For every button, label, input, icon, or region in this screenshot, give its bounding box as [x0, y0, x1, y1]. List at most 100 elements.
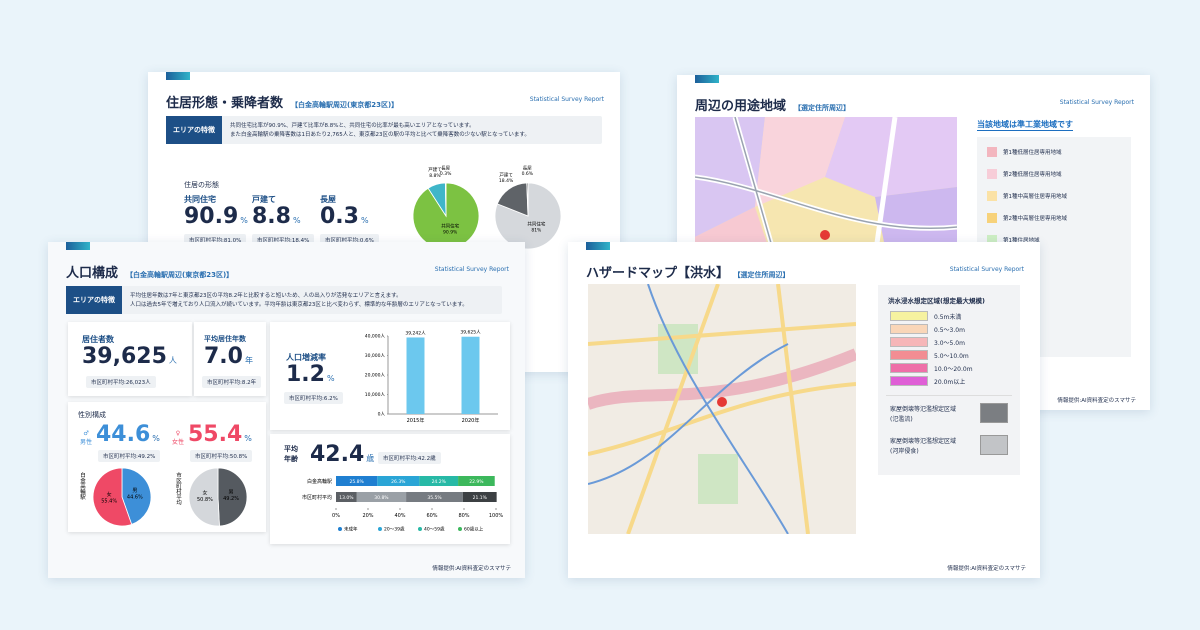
x-tick-label: 2015年 — [407, 417, 425, 424]
feature-text: 共同住宅比率が90.9%、戸建て比率が8.8%と、共同住宅の比率が最も高いエリア… — [230, 122, 530, 140]
unit: % — [326, 374, 335, 383]
slice-value: 90.9% — [443, 229, 458, 235]
stat-label: 共同住宅 — [184, 195, 216, 204]
male-value: 44.6% — [96, 422, 160, 447]
y-tick-label: 20,000人 — [365, 373, 386, 379]
segment — [336, 492, 357, 502]
number: 1.2 — [286, 362, 325, 387]
slice-value: 0.3% — [440, 171, 452, 177]
unit: % — [292, 216, 301, 225]
y-tick-label: 30,000人 — [365, 353, 386, 359]
bar — [461, 336, 480, 414]
segment — [356, 492, 407, 502]
male-icon: ♂ 男性 — [80, 430, 93, 446]
number: 55.4 — [188, 422, 243, 447]
legend-label: 0.5〜3.0m — [934, 327, 965, 334]
female-label: 女性 — [172, 439, 185, 446]
report-label: Statistical Survey Report — [949, 266, 1024, 273]
number: 44.6 — [96, 422, 151, 447]
x-tick-label: 40% — [394, 513, 405, 519]
segment-label: 21.1% — [473, 495, 488, 501]
unit: % — [240, 216, 248, 225]
legend-label: 20.0m以上 — [934, 379, 966, 386]
stat-label: 戸建て — [252, 195, 276, 204]
legend-label: 20〜39歳 — [384, 526, 405, 533]
unit: 歳 — [366, 454, 375, 463]
pie-slice — [92, 467, 133, 527]
label: 平均居住年数 — [204, 335, 246, 343]
tab — [66, 242, 90, 250]
unit: % — [244, 434, 252, 443]
pie-slice — [121, 467, 152, 525]
area: 【選定住所周辺】 — [794, 104, 851, 112]
bar — [406, 337, 425, 414]
legend-label: 40〜59歳 — [424, 526, 445, 533]
report-label: Statistical Survey Report — [1059, 99, 1134, 106]
row-label: 市区町村平均 — [302, 494, 332, 501]
line: 共同住宅比率が90.9%、戸建て比率が8.8%と、共同住宅の比率が最も高いエリア… — [230, 123, 475, 129]
pie-caption: 市区町村平均 — [175, 471, 182, 507]
slice-value: 50.8% — [197, 497, 213, 503]
slice-value: 55.4% — [101, 499, 117, 505]
swatch — [890, 376, 928, 386]
label: 平均年齢 — [284, 445, 298, 463]
female-icon: ♀ 女性 — [172, 430, 185, 446]
title-text: 周辺の用途地域 — [695, 99, 787, 114]
pie-slice — [217, 467, 248, 527]
slice-value: 44.6% — [127, 494, 143, 500]
x-tick-label: 100% — [489, 513, 504, 519]
number: 7.0 — [204, 344, 243, 369]
row-label: 白金高輪駅 — [307, 478, 332, 485]
area: 【白金高輪駅周辺(東京都23区)】 — [126, 271, 234, 279]
legend-panel: 洪水浸水想定区域(想定最大規模) 0.5m未満 0.5〜3.0m 3.0〜5.0m 5… — [878, 285, 1020, 475]
avg: 市区町村平均:42.2歳 — [378, 452, 441, 464]
legend-label: 10.0〜20.0m — [934, 366, 973, 373]
age-panel: 平均年齢 42.4 歳 市区町村平均:42.2歳 白金高輪駅 25.8% 26.3% 2… — [270, 434, 510, 544]
value: 7.0 年 — [204, 344, 253, 369]
slice-label: 戸建て — [499, 171, 513, 178]
age-chart: 白金高輪駅 25.8% 26.3% 24.2% 22.9% 市区町村平均 13.0% 30.8… — [302, 476, 504, 533]
slice-value: 8.8% — [429, 173, 441, 179]
slice-value: 18.4% — [499, 178, 514, 184]
slice-label: 共同住宅 — [527, 221, 545, 228]
gender-pies: 白金高輪駅 男44.6%女55.4% 市区町村平均 男49.2%女50.8% — [79, 467, 248, 527]
title: 周辺の用途地域 【選定住所周辺】 — [695, 95, 850, 114]
slice-value: 0.6% — [522, 171, 534, 177]
slice-label: 長屋 — [441, 165, 450, 171]
x-tick-label: 60% — [426, 513, 437, 519]
stat-value: 90.9% — [184, 204, 248, 229]
collapse-label: 家屋倒壊等氾濫想定区域 (河岸侵食) — [890, 438, 957, 455]
divider — [886, 395, 1012, 396]
hazard-map — [588, 284, 856, 534]
report-label: Statistical Survey Report — [529, 96, 604, 103]
line: また白金高輪駅の乗降客数は1日あたり2,765人と、東京都23区の駅の平均と比べ… — [230, 132, 530, 138]
result: 当該地域は準工業地域です — [977, 120, 1073, 131]
swatch — [890, 337, 928, 347]
stat-value: 8.8% — [252, 204, 301, 229]
swatch — [987, 169, 997, 179]
segment-label: 35.5% — [427, 495, 442, 501]
tab — [586, 242, 610, 250]
legend-label: 5.0〜10.0m — [934, 353, 969, 360]
swatch — [987, 191, 997, 201]
slice-label: 女 — [107, 491, 112, 498]
pie-slice — [526, 182, 529, 217]
label: 人口増減率 — [286, 353, 326, 362]
x-tick-label: 0% — [332, 513, 340, 519]
unit: 人 — [168, 356, 177, 365]
x-tick-label: 20% — [362, 513, 373, 519]
slice-label: 女 — [202, 489, 207, 496]
segment-label: 30.8% — [374, 495, 389, 501]
footer: 情報提供:AI資料査定のスマサテ — [1057, 398, 1136, 404]
avg: 市区町村平均:6.2% — [284, 392, 343, 404]
legend-label: 60歳以上 — [464, 526, 484, 533]
swatch — [987, 235, 997, 245]
slice-label: 長屋 — [523, 165, 532, 171]
growth-panel: 人口増減率 1.2% 市区町村平均:6.2% 0人 10,000人 20,000人 3… — [270, 322, 510, 430]
y-tick-label: 40,000人 — [365, 334, 386, 340]
avg: 市区町村平均:50.8% — [190, 450, 253, 462]
hazard-card: ハザードマップ【洪水】 【選定住所周辺】 Statistical Survey R… — [568, 242, 1040, 578]
swatch — [987, 213, 997, 223]
legend-dot — [418, 527, 422, 531]
slice-value: 81% — [531, 227, 542, 233]
